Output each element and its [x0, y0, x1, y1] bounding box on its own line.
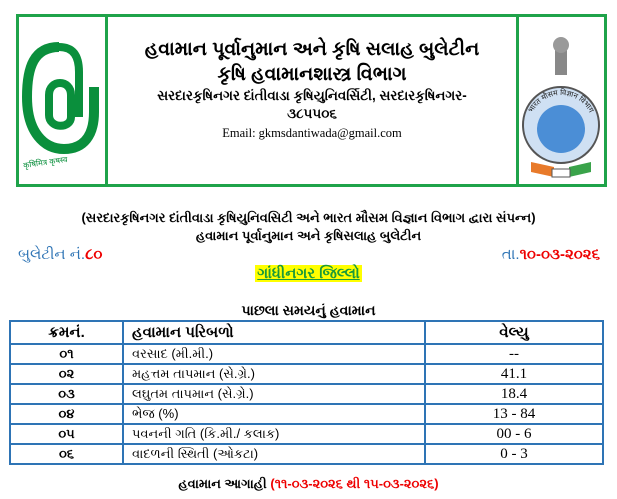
- email: Email: gkmsdantiwada@gmail.com: [222, 126, 402, 140]
- university-logo-cell: कृषिमित्र कृषस्व: [19, 17, 108, 184]
- forecast-heading: હવામાન આગાહી (૧૧-૦૩-૨૦૨૬ થી ૧૫-૦૩-૨૦૨૬): [0, 476, 617, 492]
- serial: ૦૪: [9, 403, 124, 425]
- university-logo: [21, 42, 99, 155]
- address: સરદારકૃષિનગર દાંતીવાડા કૃષિયુનિવર્સિટી, …: [157, 88, 467, 103]
- forecast-label: હવામાન આગાહી: [178, 476, 267, 491]
- value: 41.1: [424, 363, 604, 385]
- value: 0 - 3: [424, 443, 604, 465]
- bulletin-number: બુલેટીન નં.૮૦: [18, 246, 102, 263]
- past-weather-title: પાછલા સમયનું હવામાન: [241, 302, 376, 318]
- value: 18.4: [424, 383, 604, 405]
- value: 13 - 84: [424, 403, 604, 425]
- forecast-range: (૧૧-૦૩-૨૦૨૬ થી ૧૫-૦૩-૨૦૨૬): [270, 476, 439, 491]
- intro-line-2: હવામાન પૂર્વાનુમાન અને કૃષિસલાહ બુલેટીન: [195, 228, 422, 243]
- serial: ૦૧: [9, 343, 124, 365]
- imd-logo-cell: भारत मौसम विज्ञान विभाग: [519, 17, 604, 184]
- date-label: તા.: [501, 246, 520, 263]
- table-row: ૦૧ વરસાદ (મી.મી.) --: [9, 343, 604, 365]
- value: 00 - 6: [424, 423, 604, 445]
- header-text: હવામાન પૂર્વાનુમાન અને કૃષિ સલાહ બુલેટીન…: [108, 17, 519, 184]
- parameter: વાદળની સ્થિતી (ઓકટા): [122, 443, 426, 465]
- header-box: कृषिमित्र कृषस्व હવામાન પૂર્વાનુમાન અને …: [16, 14, 607, 187]
- header-serial: ક્રમનં.: [9, 320, 124, 345]
- parameter: વરસાદ (મી.મી.): [122, 343, 426, 365]
- serial: ૦૬: [9, 443, 124, 465]
- serial: ૦૩: [9, 383, 124, 405]
- parameter: પવનની ગતિ (કિ.મી./ કલાક): [122, 423, 426, 445]
- pin-code: ૩૮૫૫૦૬: [287, 106, 337, 121]
- table-row: ૦૩ લઘુતમ તાપમાન (સે.ગ્રે.) 18.4: [9, 383, 604, 405]
- imd-logo: भारत मौसम विज्ञान विभाग: [522, 37, 600, 178]
- table-row: ૦૬ વાદળની સ્થિતી (ઓકટા) 0 - 3: [9, 443, 604, 465]
- table-header: ક્રમનં. હવામાન પરિબળો વેલ્યુ: [9, 320, 604, 345]
- table-row: ૦૨ મહત્તમ તાપમાન (સે.ગ્રે.) 41.1: [9, 363, 604, 385]
- table-row: ૦૪ ભેજ (%) 13 - 84: [9, 403, 604, 425]
- parameter: લઘુતમ તાપમાન (સે.ગ્રે.): [122, 383, 426, 405]
- value: --: [424, 343, 604, 365]
- past-weather-table: ક્રમનં. હવામાન પરિબળો વેલ્યુ ૦૧ વરસાદ (મી…: [9, 320, 604, 465]
- table-row: ૦૫ પવનની ગતિ (કિ.મી./ કલાક) 00 - 6: [9, 423, 604, 445]
- serial: ૦૨: [9, 363, 124, 385]
- header-parameter: હવામાન પરિબળો: [122, 320, 426, 345]
- header-title: હવામાન પૂર્વાનુમાન અને કૃષિ સલાહ બુલેટીન: [144, 39, 480, 60]
- date-value: ૧૦-૦૩-૨૦૨૬: [519, 246, 600, 263]
- bulletin-number-value: ૮૦: [85, 246, 103, 263]
- intro-line-1: (સરદારકૃષિનગર દાંતીવાડા કૃષિયુનિવસિટી અન…: [81, 210, 536, 225]
- serial: ૦૫: [9, 423, 124, 445]
- department-name: કૃષિ હવામાનશાસ્ત્ર વિભાગ: [217, 64, 407, 85]
- parameter: ભેજ (%): [122, 403, 426, 425]
- district-name: ગાંધીનગર જિલ્લો: [255, 265, 362, 282]
- bulletin-label: બુલેટીન નં.: [18, 246, 86, 263]
- header-value: વેલ્યુ: [424, 320, 604, 345]
- parameter: મહત્તમ તાપમાન (સે.ગ્રે.): [122, 363, 426, 385]
- district: ગાંધીનગર જિલ્લો: [0, 265, 617, 283]
- bulletin-date: તા.૧૦-૦૩-૨૦૨૬: [502, 246, 600, 263]
